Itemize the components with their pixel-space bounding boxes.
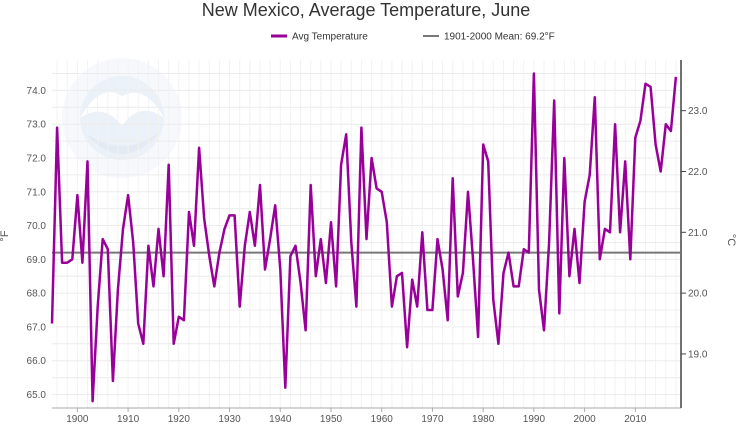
y-axis-right-label: °C (725, 234, 736, 246)
legend-label-mean: 1901-2000 Mean: 69.2°F (444, 32, 555, 43)
y-tick-label-left: 70.0 (27, 221, 47, 232)
noaa-logo-icon: NOAA (62, 58, 182, 178)
legend: Avg Temperature 1901-2000 Mean: 69.2°F (271, 32, 555, 43)
y-tick-label-right: 19.0 (688, 349, 708, 360)
x-tick-label: 1980 (472, 414, 495, 425)
y-tick-label-left: 65.0 (27, 390, 47, 401)
x-tick-label: 1960 (371, 414, 394, 425)
svg-text:NOAA: NOAA (100, 94, 144, 111)
y-tick-label-right: 22.0 (688, 167, 708, 178)
y-axis-right-ticks: 19.0 20.0 21.0 22.0 23.0 (681, 106, 708, 360)
y-axis-left-ticks: 65.0 66.0 67.0 68.0 69.0 70.0 71.0 72.0 73.0 74.0 (27, 86, 47, 401)
x-tick-label: 1910 (117, 414, 140, 425)
x-tick-label: 1990 (523, 414, 546, 425)
y-tick-label-left: 66.0 (27, 356, 47, 367)
y-tick-label-left: 74.0 (27, 86, 47, 97)
y-axis-left-label: °F (0, 230, 11, 241)
legend-label-avg: Avg Temperature (292, 32, 368, 43)
y-tick-label-left: 69.0 (27, 255, 47, 266)
y-tick-label-right: 21.0 (688, 228, 708, 239)
x-tick-label: 2000 (573, 414, 596, 425)
grid (52, 60, 681, 408)
y-tick-label-left: 71.0 (27, 187, 47, 198)
y-tick-label-right: 23.0 (688, 106, 708, 117)
y-tick-label-right: 20.0 (688, 289, 708, 300)
x-tick-label: 1970 (421, 414, 444, 425)
x-tick-label: 1930 (218, 414, 241, 425)
avg-temperature-line (50, 72, 678, 403)
x-tick-label: 1950 (320, 414, 343, 425)
chart-title: New Mexico, Average Temperature, June (202, 0, 531, 20)
x-axis-ticks: 1900 1910 1920 1930 1940 1950 1960 1970 1980 1990… (66, 408, 647, 425)
x-tick-label: 1900 (66, 414, 89, 425)
x-tick-label: 1920 (168, 414, 191, 425)
x-tick-label: 1940 (269, 414, 292, 425)
x-tick-label: 2010 (624, 414, 647, 425)
y-tick-label-left: 68.0 (27, 289, 47, 300)
y-tick-label-left: 72.0 (27, 153, 47, 164)
y-tick-label-left: 67.0 (27, 322, 47, 333)
y-tick-label-left: 73.0 (27, 120, 47, 131)
